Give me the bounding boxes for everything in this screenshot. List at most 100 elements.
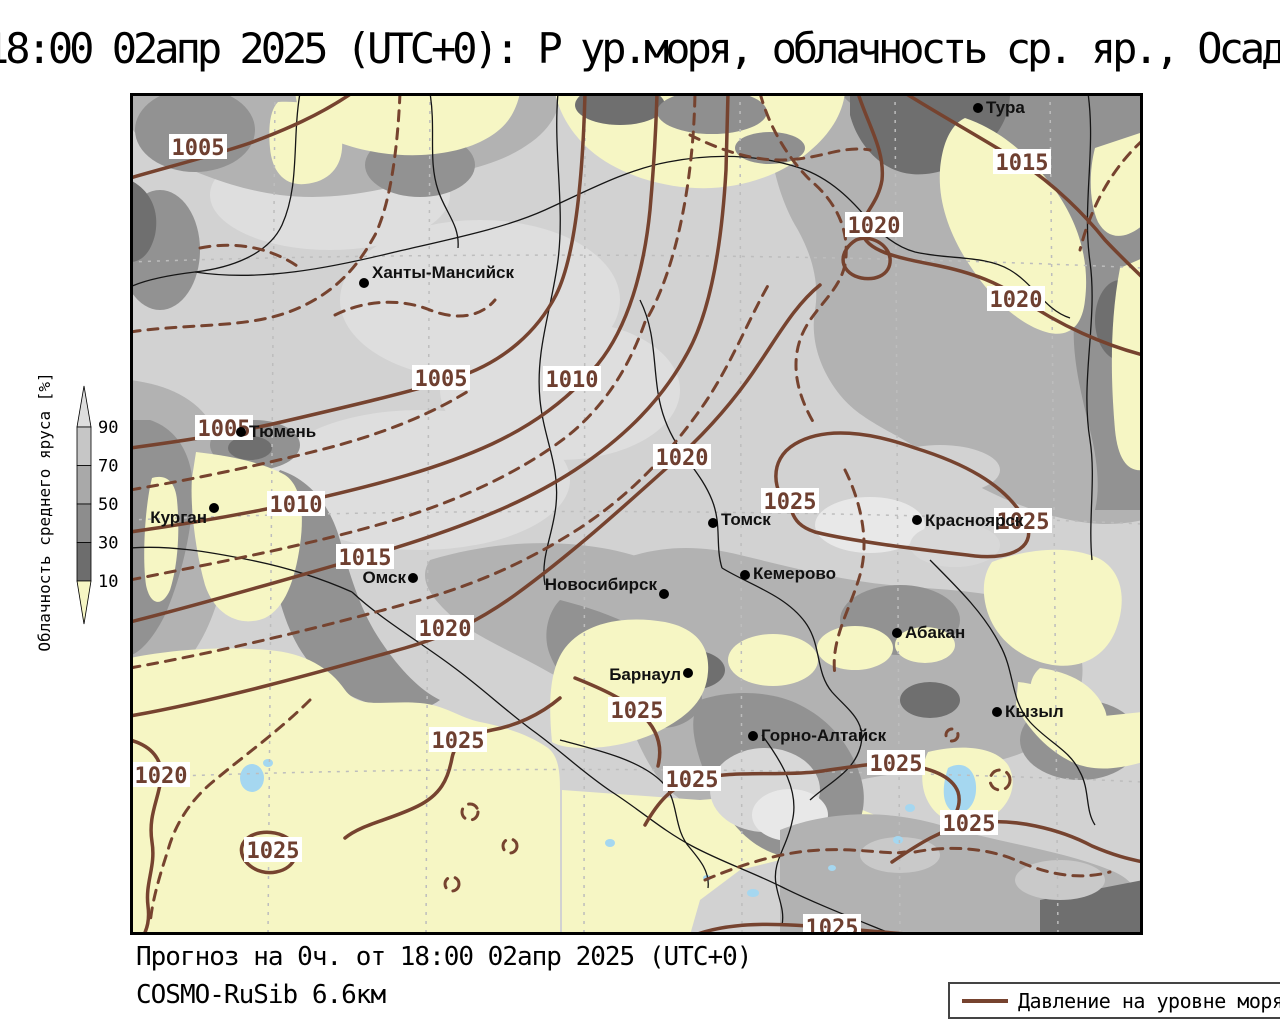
- city-label: Ханты-Мансийск: [372, 263, 514, 282]
- isobar-label-value: 1025: [806, 916, 859, 932]
- city-label: Кызыл: [1005, 702, 1064, 721]
- city-marker: Новосибирск: [545, 575, 669, 599]
- isobar-label: 1020: [845, 212, 903, 239]
- colorbar-segment: [76, 542, 92, 582]
- isobar-label: 1025: [994, 508, 1052, 535]
- colorbar-arrow-bottom: [76, 580, 92, 625]
- isobar-label: 1025: [940, 810, 998, 837]
- city-marker: Омск: [362, 568, 418, 587]
- city-marker: Кемерово: [740, 564, 836, 583]
- city-dot: [659, 589, 669, 599]
- isobar-label: 1005: [412, 365, 470, 392]
- isobar-label-value: 1020: [656, 446, 709, 471]
- isobar-label-value: 1025: [432, 729, 485, 754]
- colorbar-segment: [76, 503, 92, 543]
- city-dot: [892, 628, 902, 638]
- isobar-label: 1020: [416, 615, 474, 642]
- city-label: Новосибирск: [545, 575, 658, 594]
- isobar-label-value: 1025: [870, 752, 923, 777]
- figure-title: 18:00 02апр 2025 (UTC+0): P ур.моря, обл…: [0, 24, 1280, 73]
- map-canvas: 1005 1005 1005 1010 1010 1015 1015 1020 1020 1020…: [130, 93, 1143, 935]
- isobar-label: 1025: [429, 727, 487, 754]
- isobar-label-value: 1025: [666, 768, 719, 793]
- isobar-label-value: 1005: [172, 136, 225, 161]
- isobar-line-sample: [962, 998, 1008, 1003]
- forecast-caption: Прогноз на 0ч. от 18:00 02апр 2025 (UTC+…: [136, 942, 752, 972]
- city-marker: Курган: [150, 503, 219, 527]
- city-marker: Томск: [708, 510, 771, 529]
- lakes-layer: [240, 759, 977, 897]
- city-dot: [748, 731, 758, 741]
- cloud-layer: [133, 96, 1140, 932]
- city-dot: [708, 518, 718, 528]
- city-marker: Красноярск: [912, 511, 1024, 530]
- isobar-label-value: 1025: [997, 510, 1050, 535]
- isobar-labels-layer: 1005100510051010101010151015102010201020…: [133, 134, 1052, 932]
- city-label: Тюмень: [249, 422, 316, 441]
- cities-layer: Тура Ханты-Мансийск Тюмень Курган Омск Томск Н…: [150, 98, 1063, 745]
- city-label: Кемерово: [753, 564, 836, 583]
- city-dot: [992, 707, 1002, 717]
- colorbar-tick: 70: [98, 457, 118, 477]
- city-label: Курган: [150, 508, 207, 527]
- colorbar-tick: 50: [98, 495, 118, 515]
- map-svg: 1005100510051010101010151015102010201020…: [133, 96, 1140, 932]
- isobar-label: 1010: [543, 366, 601, 393]
- isobar-label-value: 1025: [611, 699, 664, 724]
- isobar-label: 1020: [987, 286, 1045, 313]
- isobar-label: 1025: [608, 697, 666, 724]
- city-label: Горно-Алтайск: [761, 726, 887, 745]
- city-label: Омск: [362, 568, 406, 587]
- city-marker: Ханты-Мансийск: [359, 263, 514, 288]
- isobar-label: 1015: [993, 149, 1051, 176]
- isobar-label: 1010: [267, 491, 325, 518]
- city-dot: [740, 570, 750, 580]
- colorbar-tick: 90: [98, 418, 118, 438]
- isobar-label: 1025: [803, 914, 861, 932]
- colorbar-tick: 10: [98, 572, 118, 592]
- isobar-label-value: 1015: [339, 546, 392, 571]
- city-dot: [236, 427, 246, 437]
- cloudiness-colorbar: Облачность среднего яруса [%] 90 70 50 3…: [36, 372, 118, 651]
- colorbar-arrow-top: [76, 385, 92, 428]
- isobar-label: 1025: [244, 837, 302, 864]
- city-marker: Кызыл: [992, 702, 1064, 721]
- city-marker: Тура: [973, 98, 1025, 117]
- isobar-label: 1025: [761, 488, 819, 515]
- isobar-label-value: 1025: [943, 812, 996, 837]
- isobar-label-value: 1010: [270, 493, 323, 518]
- isobar-label: 1025: [867, 750, 925, 777]
- city-marker: Горно-Алтайск: [748, 726, 887, 745]
- isobar-label-value: 1010: [546, 368, 599, 393]
- isobar-label-value: 1020: [135, 764, 188, 789]
- isobar-label-value: 1015: [996, 151, 1049, 176]
- city-dot: [683, 668, 693, 678]
- isobar-label: 1015: [336, 544, 394, 571]
- city-label: Красноярск: [925, 511, 1024, 530]
- city-dot: [359, 278, 369, 288]
- city-dot: [912, 515, 922, 525]
- city-dot: [973, 103, 983, 113]
- colorbar-segment: [76, 465, 92, 505]
- city-marker: Абакан: [892, 623, 965, 642]
- colorbar-title: Облачность среднего яруса [%]: [36, 372, 54, 651]
- isobar-label-value: 1005: [415, 367, 468, 392]
- colorbar-tick: 30: [98, 534, 118, 554]
- city-label: Тура: [986, 98, 1025, 117]
- city-label: Барнаул: [609, 665, 681, 684]
- city-dot: [209, 503, 219, 513]
- isobar-label-value: 1020: [419, 617, 472, 642]
- pressure-legend-label: Давление на уровне моря: [1018, 988, 1280, 1013]
- isobar-label: 1020: [133, 762, 190, 789]
- city-label: Томск: [721, 510, 771, 529]
- isobar-label-value: 1025: [764, 490, 817, 515]
- isobar-label-value: 1020: [990, 288, 1043, 313]
- colorbar-segment: [76, 426, 92, 466]
- isobar-label: 1005: [169, 134, 227, 161]
- isobar-label: 1025: [663, 766, 721, 793]
- pressure-legend: Давление на уровне моря: [948, 982, 1280, 1019]
- city-marker: Барнаул: [609, 665, 693, 684]
- isobar-label-value: 1020: [848, 214, 901, 239]
- city-marker: Тюмень: [236, 422, 316, 441]
